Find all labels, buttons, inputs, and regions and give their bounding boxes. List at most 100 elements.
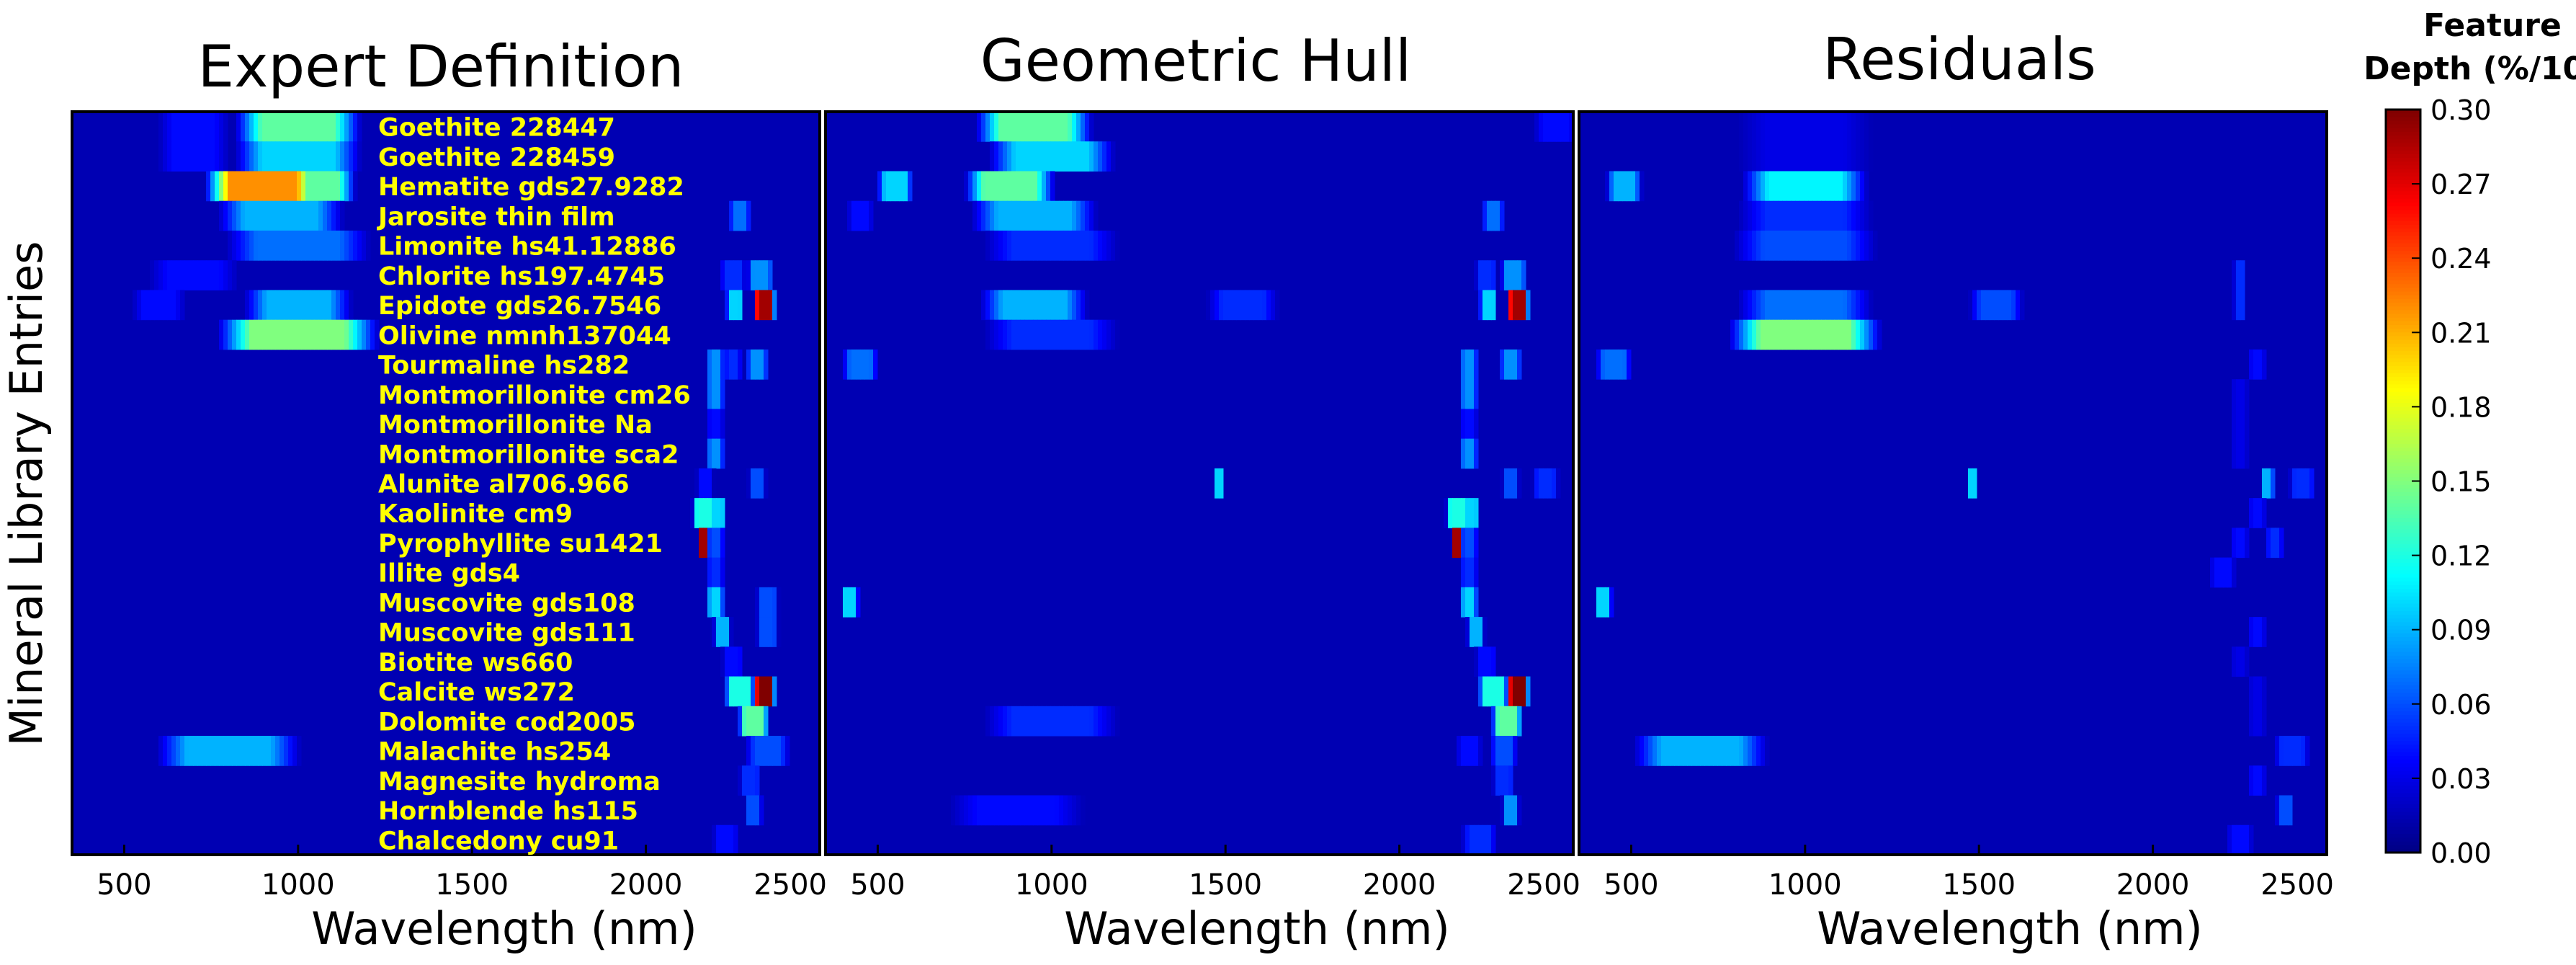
heatmap-cell <box>1024 290 1029 321</box>
heatmap-cell <box>2253 706 2258 737</box>
heatmap-cell <box>1072 200 1077 231</box>
heatmap-cell <box>951 795 956 826</box>
heatmap-cell <box>1081 200 1086 231</box>
heatmap-cell <box>1102 319 1107 350</box>
heatmap-cell <box>1838 171 1843 202</box>
colorbar-segment <box>2386 179 2420 185</box>
heatmap-cell <box>228 200 233 231</box>
heatmap-cell <box>375 319 380 350</box>
heatmap-cell <box>236 141 241 172</box>
colorbar-segment <box>2386 187 2420 192</box>
heatmap-cell <box>1487 200 1492 231</box>
heatmap-cell <box>755 676 760 707</box>
heatmap-cell <box>1003 706 1008 737</box>
heatmap-cell <box>331 200 336 231</box>
heatmap-cell <box>1990 290 1995 321</box>
heatmap-cell <box>1055 141 1060 172</box>
heatmap-cell <box>228 171 233 202</box>
heatmap-cell <box>1761 112 1766 142</box>
colorbar-segment <box>2386 841 2420 846</box>
heatmap-cell <box>1817 171 1822 202</box>
heatmap-cell <box>860 349 865 380</box>
heatmap-cell <box>1050 141 1055 172</box>
heatmap-cell <box>2236 528 2241 559</box>
heatmap-cell <box>1081 141 1086 172</box>
heatmap-cell <box>1487 646 1492 677</box>
heatmap-cell <box>1804 141 1809 172</box>
heatmap-cell <box>1748 141 1753 172</box>
heatmap-cell <box>163 141 168 172</box>
heatmap-cell <box>1808 171 1813 202</box>
heatmap-cell <box>245 141 250 172</box>
heatmap-cell <box>985 200 990 231</box>
heatmap-cell <box>1068 795 1073 826</box>
heatmap-cell <box>1059 290 1064 321</box>
heatmap-cell <box>1482 200 1488 231</box>
heatmap-cell <box>344 141 349 172</box>
heatmap-cell <box>1791 200 1796 231</box>
heatmap-cell <box>180 290 185 321</box>
heatmap-cell <box>2258 706 2263 737</box>
heatmap-cell <box>223 200 228 231</box>
heatmap-cell <box>349 171 354 202</box>
colorbar-segment <box>2386 169 2420 174</box>
heatmap-cell <box>288 230 293 261</box>
heatmap-cell <box>1102 141 1107 172</box>
heatmap-cell <box>1470 617 1475 647</box>
heatmap-cell <box>2236 260 2241 290</box>
heatmap-cell <box>133 290 138 321</box>
heatmap-cell <box>1111 706 1116 737</box>
colorbar-segment <box>2386 406 2420 412</box>
heatmap-cell <box>1804 230 1809 261</box>
heatmap-cell <box>998 290 1003 321</box>
heatmap-cell <box>284 230 289 261</box>
heatmap-cell <box>271 736 276 766</box>
heatmap-cell <box>1081 112 1086 142</box>
heatmap-cell <box>1055 319 1060 350</box>
heatmap-cell <box>1817 200 1822 231</box>
heatmap-cell <box>1743 171 1748 202</box>
colorbar-segment <box>2386 384 2420 389</box>
heatmap-cell <box>189 141 194 172</box>
heatmap-cell <box>1825 171 1830 202</box>
heatmap-cell <box>137 290 142 321</box>
heatmap-cell <box>746 736 751 766</box>
heatmap-cell <box>1743 200 1748 231</box>
heatmap-cell <box>228 319 233 350</box>
heatmap-cell <box>1631 171 1636 202</box>
heatmap-cell <box>1037 319 1042 350</box>
heatmap-cell <box>1076 141 1081 172</box>
colorbar-segment <box>2386 414 2420 419</box>
colorbar-segment <box>2386 808 2420 813</box>
heatmap-cell <box>1081 706 1086 737</box>
heatmap-cell <box>759 706 764 737</box>
colorbar-segment <box>2386 303 2420 308</box>
heatmap-cell <box>249 319 254 350</box>
heatmap-cell <box>1055 706 1060 737</box>
colorbar-segment <box>2386 473 2420 479</box>
colorbar-segment <box>2386 395 2420 401</box>
colorbar-segment <box>2386 641 2420 646</box>
heatmap-cell <box>1799 200 1804 231</box>
heatmap-cell <box>1614 349 1619 380</box>
colorbar-segment <box>2386 577 2420 582</box>
heatmap-cell <box>733 646 738 677</box>
colorbar-segment <box>2386 644 2420 649</box>
heatmap-cell <box>1609 587 1614 618</box>
colorbar-segment <box>2386 295 2420 300</box>
heatmap-cell <box>985 171 990 202</box>
colorbar-segment <box>2386 436 2420 441</box>
heatmap-cell <box>1020 171 1025 202</box>
heatmap-cell <box>1033 112 1038 142</box>
heatmap-cell <box>2249 706 2254 737</box>
heatmap-cell <box>245 319 250 350</box>
heatmap-row <box>1461 409 1479 440</box>
heatmap-cell <box>267 290 272 321</box>
heatmap-cell <box>1474 260 1479 290</box>
colorbar-segment <box>2386 403 2420 408</box>
heatmap-row <box>158 141 362 172</box>
heatmap-cell <box>1795 171 1800 202</box>
heatmap-row <box>2227 824 2254 855</box>
heatmap-background <box>1579 112 2327 855</box>
heatmap-cell <box>1487 290 1492 321</box>
